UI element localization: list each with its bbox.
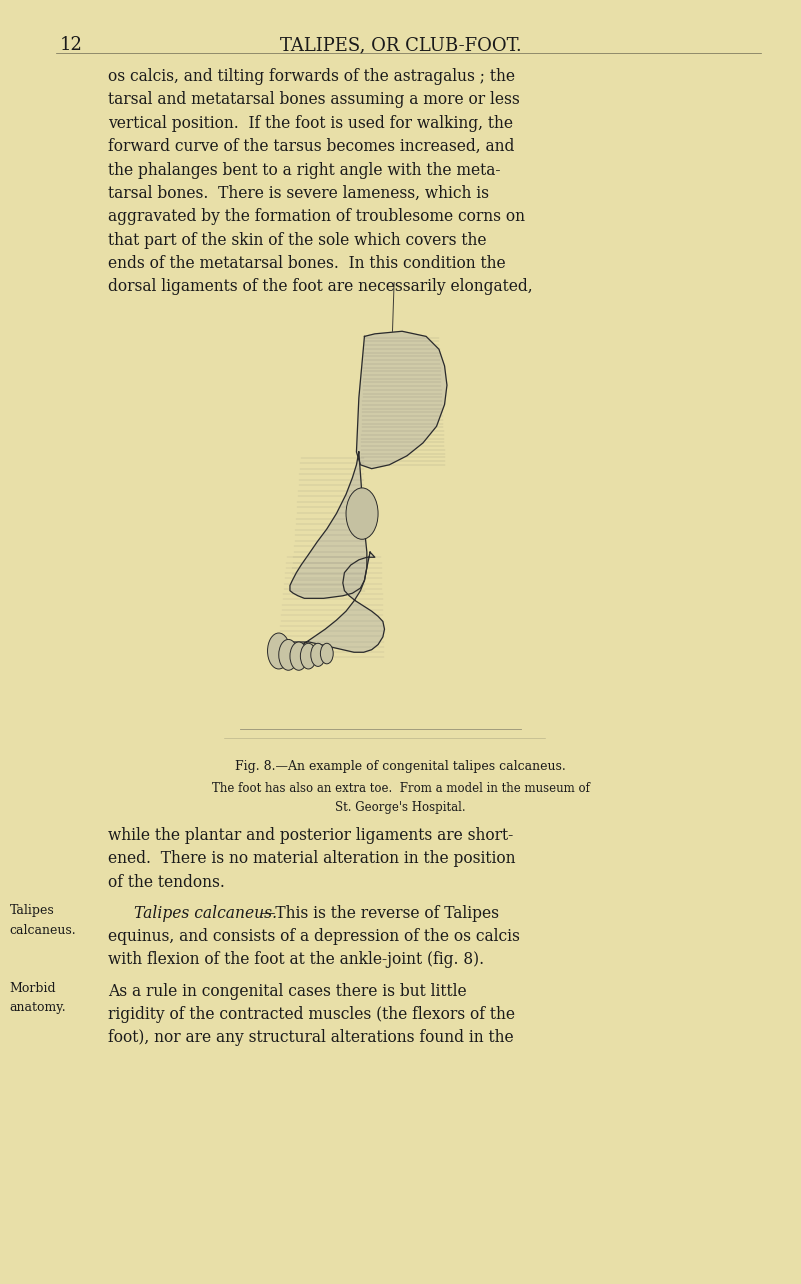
Text: equinus, and consists of a depression of the os calcis: equinus, and consists of a depression of…	[108, 928, 520, 945]
Text: As a rule in congenital cases there is but little: As a rule in congenital cases there is b…	[108, 982, 467, 999]
Text: forward curve of the tarsus becomes increased, and: forward curve of the tarsus becomes incr…	[108, 139, 514, 155]
Text: tarsal and metatarsal bones assuming a more or less: tarsal and metatarsal bones assuming a m…	[108, 91, 520, 108]
Polygon shape	[290, 452, 367, 598]
Circle shape	[279, 639, 298, 670]
Circle shape	[320, 643, 333, 664]
Circle shape	[300, 643, 316, 669]
Text: of the tendons.: of the tendons.	[108, 873, 225, 891]
Text: vertical position.  If the foot is used for walking, the: vertical position. If the foot is used f…	[108, 114, 513, 132]
Text: dorsal ligaments of the foot are necessarily elongated,: dorsal ligaments of the foot are necessa…	[108, 279, 533, 295]
Text: while the plantar and posterior ligaments are short-: while the plantar and posterior ligament…	[108, 827, 513, 844]
Text: foot), nor are any structural alterations found in the: foot), nor are any structural alteration…	[108, 1030, 513, 1046]
Text: the phalanges bent to a right angle with the meta-: the phalanges bent to a right angle with…	[108, 162, 501, 178]
Text: St. George's Hospital.: St. George's Hospital.	[335, 801, 466, 814]
Text: calcaneus.: calcaneus.	[10, 923, 76, 936]
Text: anatomy.: anatomy.	[10, 1002, 66, 1014]
Circle shape	[268, 633, 290, 669]
Circle shape	[311, 643, 325, 666]
Text: TALIPES, OR CLUB-FOOT.: TALIPES, OR CLUB-FOOT.	[280, 36, 521, 54]
Text: Morbid: Morbid	[10, 982, 56, 995]
Text: Talipes: Talipes	[10, 904, 54, 917]
Text: tarsal bones.  There is severe lameness, which is: tarsal bones. There is severe lameness, …	[108, 185, 489, 202]
Text: ened.  There is no material alteration in the position: ened. There is no material alteration in…	[108, 850, 516, 867]
Text: 12: 12	[60, 36, 83, 54]
Text: Fig. 8.—An example of congenital talipes calcaneus.: Fig. 8.—An example of congenital talipes…	[235, 760, 566, 773]
Text: with flexion of the foot at the ankle-joint (fig. 8).: with flexion of the foot at the ankle-jo…	[108, 951, 485, 968]
Text: rigidity of the contracted muscles (the flexors of the: rigidity of the contracted muscles (the …	[108, 1005, 515, 1023]
Text: os calcis, and tilting forwards of the astragalus ; the: os calcis, and tilting forwards of the a…	[108, 68, 515, 85]
Text: ends of the metatarsal bones.  In this condition the: ends of the metatarsal bones. In this co…	[108, 256, 505, 272]
Text: The foot has also an extra toe.  From a model in the museum of: The foot has also an extra toe. From a m…	[211, 782, 590, 795]
Text: Talipes calcaneus.: Talipes calcaneus.	[134, 905, 277, 922]
Text: that part of the skin of the sole which covers the: that part of the skin of the sole which …	[108, 231, 487, 249]
Circle shape	[346, 488, 378, 539]
Polygon shape	[356, 331, 447, 469]
Polygon shape	[276, 552, 384, 659]
Text: —This is the reverse of Talipes: —This is the reverse of Talipes	[260, 905, 499, 922]
Circle shape	[290, 642, 308, 670]
Text: aggravated by the formation of troublesome corns on: aggravated by the formation of troubleso…	[108, 208, 525, 225]
